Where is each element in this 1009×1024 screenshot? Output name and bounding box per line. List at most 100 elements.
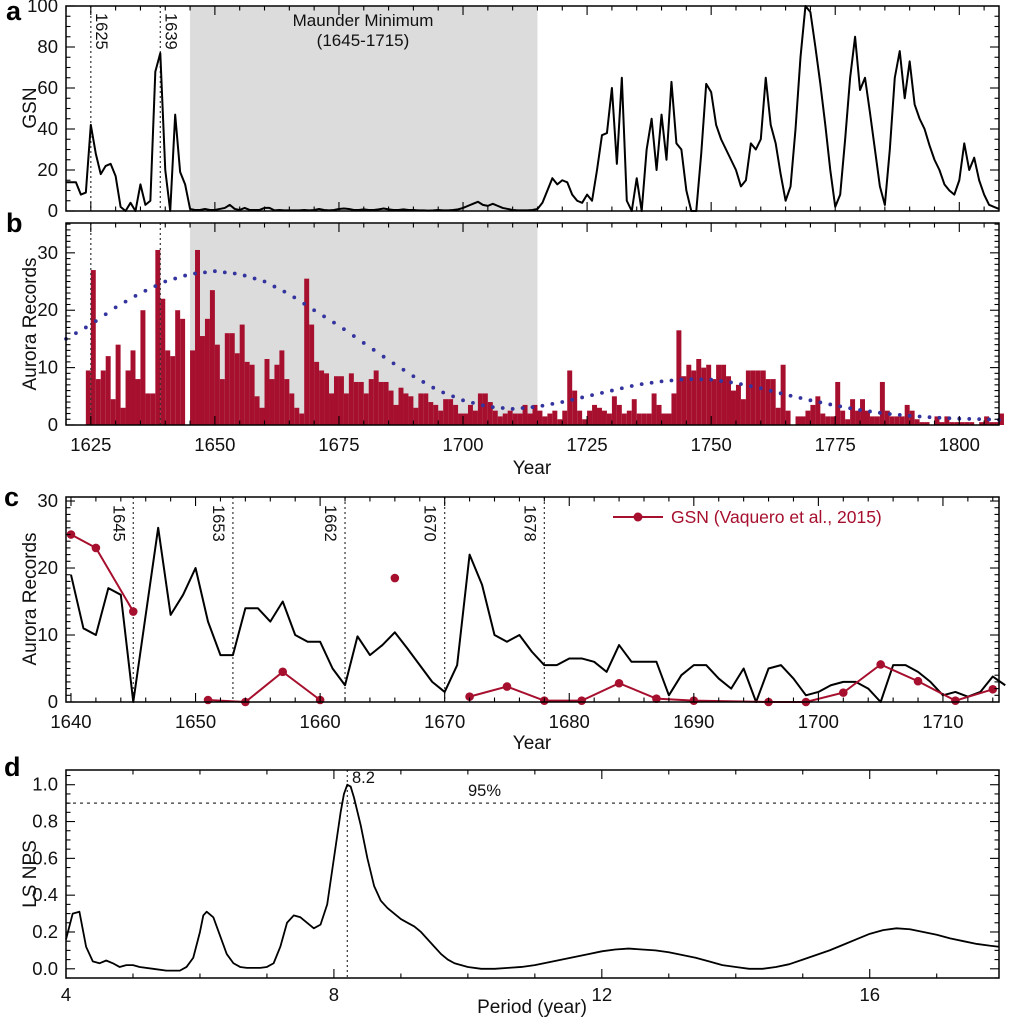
aurora-bar bbox=[537, 410, 543, 425]
tick-label: 1680 bbox=[549, 711, 590, 732]
maunder-annotation-line1: Maunder Minimum bbox=[292, 11, 434, 30]
aurora-bar bbox=[443, 399, 449, 425]
aurora-bar bbox=[800, 416, 806, 425]
aurora-bar bbox=[130, 350, 136, 425]
aurora-bar bbox=[820, 413, 826, 425]
aurora-bar bbox=[85, 370, 91, 425]
aurora-bar bbox=[269, 379, 275, 425]
legend-gsn-label: GSN (Vaquero et al., 2015) bbox=[671, 507, 882, 527]
aurora-bar bbox=[180, 318, 186, 425]
aurora-bar bbox=[190, 350, 196, 425]
aurora-bar bbox=[527, 413, 533, 425]
aurora-bar bbox=[562, 410, 568, 425]
tick-label: 12 bbox=[592, 984, 613, 1005]
aurora-bar bbox=[914, 419, 920, 425]
tick-label: 1700 bbox=[798, 711, 839, 732]
aurora-bar bbox=[879, 381, 885, 425]
aurora-bar bbox=[964, 422, 970, 425]
aurora-bar bbox=[815, 396, 821, 425]
aurora-bar bbox=[835, 381, 841, 425]
significance-label: 95% bbox=[468, 782, 502, 800]
aurora-bar bbox=[701, 367, 707, 425]
aurora-bar bbox=[601, 410, 607, 425]
aurora-bar bbox=[175, 310, 181, 425]
aurora-bar bbox=[582, 419, 588, 425]
aurora-bar bbox=[383, 381, 389, 425]
aurora-bar bbox=[884, 410, 890, 425]
panel-b-axes: 1625 1650 1675 1700 1725 1750 1775 1800 0 10 20 30 bbox=[37, 222, 1000, 455]
aurora-bar bbox=[691, 370, 697, 425]
y-axis-title-lsnps: LS NPS bbox=[20, 840, 42, 908]
aurora-bar bbox=[726, 376, 732, 425]
aurora-bar bbox=[949, 422, 955, 425]
tick-label: 1800 bbox=[939, 434, 980, 455]
aurora-bar bbox=[731, 390, 736, 425]
aurora-bar bbox=[472, 410, 478, 425]
tick-label: 1675 bbox=[318, 434, 359, 455]
aurora-bar bbox=[348, 373, 354, 425]
aurora-bar bbox=[264, 359, 270, 425]
aurora-bar bbox=[105, 356, 111, 425]
tick-label: 4 bbox=[61, 984, 71, 1005]
aurora-bar bbox=[651, 393, 657, 425]
aurora-bar bbox=[656, 404, 662, 425]
aurora-bar bbox=[577, 410, 583, 425]
tick-label: 1690 bbox=[673, 711, 714, 732]
aurora-bar bbox=[368, 379, 374, 425]
aurora-bar bbox=[254, 396, 260, 425]
aurora-bar bbox=[597, 407, 602, 425]
aurora-bar bbox=[492, 410, 498, 425]
aurora-bar bbox=[855, 410, 861, 425]
aurora-bar bbox=[919, 422, 925, 425]
aurora-bar bbox=[373, 370, 379, 425]
tick-label: 10 bbox=[37, 624, 58, 645]
aurora-bars bbox=[85, 249, 1004, 425]
aurora-bar bbox=[840, 410, 846, 425]
aurora-bar bbox=[894, 416, 900, 425]
tick-label: 0 bbox=[48, 414, 58, 435]
aurora-bar bbox=[95, 379, 101, 425]
aurora-bar bbox=[631, 399, 637, 425]
aurora-bar bbox=[755, 370, 761, 425]
aurora-bar bbox=[547, 413, 553, 425]
x-axis-title-period: Period (year) bbox=[477, 997, 587, 1018]
dashed-year-line-label: 1645 bbox=[109, 505, 127, 542]
aurora-bar bbox=[760, 370, 766, 425]
aurora-bar bbox=[289, 393, 295, 425]
aurora-bar bbox=[309, 324, 315, 425]
aurora-bar bbox=[487, 402, 493, 425]
aurora-bar bbox=[467, 404, 473, 425]
aurora-bar bbox=[845, 419, 851, 425]
aurora-bar bbox=[388, 390, 394, 425]
aurora-bar bbox=[195, 249, 200, 425]
aurora-bar bbox=[517, 413, 523, 425]
maunder-annotation-line2: (1645-1715) bbox=[316, 30, 410, 50]
tick-label: 0.6 bbox=[32, 847, 58, 868]
maunder-annotation: Maunder Minimum (1645-1715) bbox=[293, 11, 434, 50]
tick-label: 0.8 bbox=[32, 811, 58, 832]
tick-label: 1750 bbox=[691, 434, 732, 455]
aurora-bar bbox=[825, 416, 831, 425]
aurora-bar bbox=[785, 410, 791, 425]
aurora-bar bbox=[299, 413, 305, 425]
tick-label: 0 bbox=[48, 200, 58, 221]
aurora-bar bbox=[428, 402, 434, 425]
aurora-bar bbox=[224, 333, 230, 425]
aurora-bar bbox=[463, 413, 468, 425]
aurora-series-line bbox=[70, 526, 1006, 703]
aurora-bar bbox=[363, 393, 369, 425]
aurora-bar bbox=[904, 404, 910, 425]
tick-label: 1660 bbox=[300, 711, 341, 732]
aurora-bar bbox=[408, 396, 414, 425]
aurora-bar bbox=[284, 379, 290, 425]
aurora-bar bbox=[740, 399, 746, 425]
aurora-bar bbox=[557, 419, 563, 425]
aurora-bar bbox=[502, 413, 508, 425]
aurora-bar bbox=[959, 422, 965, 425]
aurora-bar bbox=[939, 422, 945, 425]
panel-label-a: a bbox=[6, 0, 22, 26]
aurora-bar bbox=[244, 361, 250, 425]
aurora-bar bbox=[433, 404, 439, 425]
tick-label: 100 bbox=[27, 0, 58, 16]
dashed-year-line-label: 1625 bbox=[92, 13, 110, 50]
